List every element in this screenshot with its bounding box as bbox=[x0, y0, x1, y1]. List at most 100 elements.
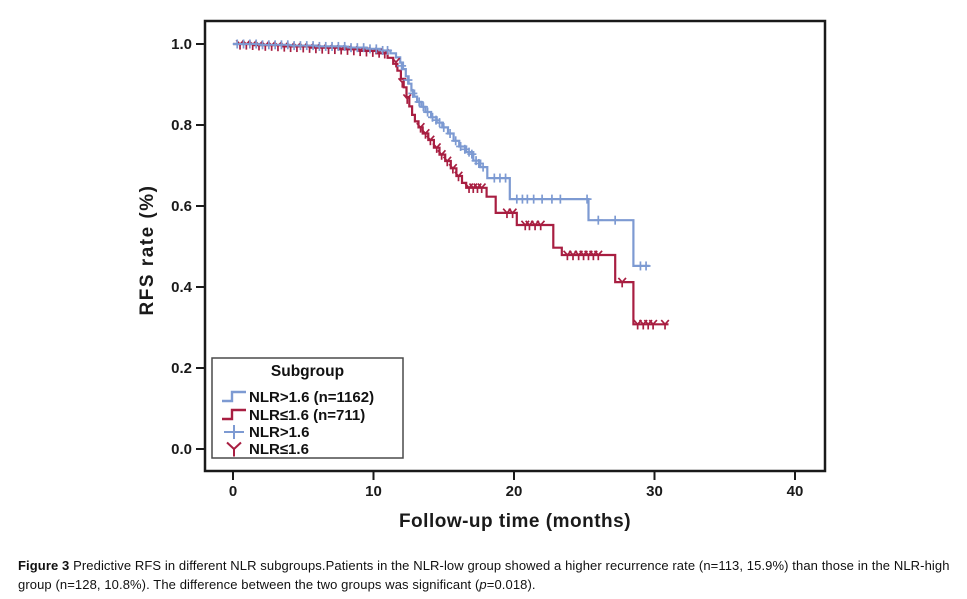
censor-mark bbox=[414, 97, 424, 107]
censor-tripod-icon bbox=[448, 163, 454, 169]
legend-plus-symbol-icon bbox=[224, 425, 244, 439]
censor-mark bbox=[340, 41, 350, 51]
censor-mark bbox=[454, 171, 463, 182]
censor-tripod-icon bbox=[421, 128, 427, 135]
censor-tripod-icon bbox=[441, 149, 447, 156]
legend-entry-label: NLR≤1.6 (n=711) bbox=[249, 407, 365, 424]
censor-tripod-icon bbox=[454, 171, 460, 177]
censor-tripod-icon bbox=[424, 128, 430, 135]
censor-mark bbox=[448, 163, 458, 174]
censor-tripod-icon bbox=[643, 319, 649, 325]
censor-tripod-icon bbox=[652, 319, 658, 325]
censor-mark bbox=[408, 88, 418, 98]
censor-tripod-icon bbox=[664, 319, 670, 325]
censor-tripod-icon bbox=[660, 319, 666, 325]
censor-tripod-icon bbox=[530, 220, 536, 226]
censor-mark bbox=[437, 149, 447, 160]
censor-mark bbox=[641, 261, 651, 271]
censor-mark bbox=[435, 118, 445, 128]
km-chart: 0.0 0.2 0.4 0.6 0.8 1.0 0 10 20 30 40 Subgroup NLR>… bbox=[137, 19, 827, 532]
censor-mark bbox=[536, 220, 546, 231]
censor-tripod-icon bbox=[638, 319, 644, 325]
censor-tripod-icon bbox=[446, 156, 452, 162]
x-tick-label: 40 bbox=[787, 483, 804, 500]
censor-mark bbox=[547, 194, 557, 204]
censor-tripod-icon bbox=[452, 163, 458, 169]
legend-entry-label: NLR>1.6 bbox=[249, 424, 309, 441]
censor-mark bbox=[555, 194, 565, 204]
censor-tripod-icon bbox=[536, 220, 542, 226]
legend-step-symbol-icon bbox=[222, 390, 246, 403]
censor-mark bbox=[445, 129, 455, 139]
caption-figure-label: Figure 3 bbox=[18, 558, 70, 573]
censor-tripod-icon bbox=[436, 142, 442, 149]
y-tick-label: 0.2 bbox=[171, 360, 192, 377]
censor-mark bbox=[508, 208, 518, 219]
censor-tripod-icon bbox=[437, 149, 443, 156]
y-tick-label: 0.6 bbox=[171, 198, 192, 215]
censor-mark bbox=[582, 194, 592, 204]
censor-tripod-icon bbox=[562, 250, 569, 256]
censor-mark bbox=[421, 128, 430, 139]
censor-mark bbox=[660, 319, 670, 330]
censor-tripod-icon bbox=[395, 57, 401, 63]
censor-tripod-icon bbox=[502, 208, 508, 214]
censor-tripod-icon bbox=[419, 122, 425, 129]
censor-tripod-icon bbox=[568, 250, 574, 256]
censor-mark bbox=[593, 250, 603, 261]
censor-tripod-icon bbox=[473, 183, 479, 189]
censor-tripod-icon bbox=[391, 57, 397, 63]
censor-mark bbox=[391, 57, 401, 68]
censor-tripod-icon bbox=[397, 77, 403, 84]
x-axis-title: Follow-up time (months) bbox=[399, 511, 631, 532]
censor-mark bbox=[477, 183, 487, 193]
censor-mark bbox=[371, 44, 381, 54]
caption-p-symbol: p bbox=[479, 577, 487, 592]
censor-mark bbox=[425, 135, 435, 146]
censor-tripod-icon bbox=[540, 220, 546, 226]
censor-tripod-icon bbox=[406, 93, 412, 100]
censor-tripod-icon bbox=[520, 220, 526, 226]
censor-tripod-icon bbox=[511, 208, 518, 214]
censor-tripod-icon bbox=[464, 183, 470, 189]
censor-tripod-icon bbox=[402, 93, 408, 100]
censor-mark bbox=[423, 107, 433, 117]
censor-tripod-icon bbox=[233, 441, 242, 450]
censor-mark bbox=[501, 173, 511, 183]
censor-mark bbox=[416, 122, 425, 133]
censor-mark bbox=[432, 142, 442, 153]
y-axis-title: RFS rate (%) bbox=[137, 185, 158, 316]
figure-caption: Figure 3 Predictive RFS in different NLR… bbox=[18, 556, 956, 594]
censor-tripod-icon bbox=[468, 183, 474, 189]
censor-tripod-icon bbox=[593, 250, 599, 256]
censor-mark bbox=[648, 319, 658, 330]
y-tick-label: 0.4 bbox=[171, 279, 193, 296]
censor-tripod-icon bbox=[584, 250, 590, 256]
censor-mark bbox=[467, 149, 477, 159]
censor-mark bbox=[537, 194, 547, 204]
censor-tripod-icon bbox=[457, 171, 463, 177]
censor-mark bbox=[593, 215, 603, 225]
censor-mark bbox=[439, 122, 449, 132]
censor-tripod-icon bbox=[525, 220, 531, 226]
censor-mark bbox=[418, 102, 428, 112]
legend-frame bbox=[211, 357, 404, 459]
legend-entry-label: NLR>1.6 (n=1162) bbox=[249, 389, 374, 406]
censor-tripod-icon bbox=[588, 250, 595, 256]
censor-tripod-icon bbox=[648, 319, 654, 325]
legend-tripod-symbol-icon bbox=[226, 441, 242, 457]
censor-tripod-icon bbox=[574, 250, 580, 256]
legend-step-symbol-icon bbox=[222, 408, 246, 421]
x-tick-label: 10 bbox=[365, 483, 382, 500]
censor-tripod-icon bbox=[477, 183, 483, 189]
y-tick-label: 0.0 bbox=[171, 441, 192, 458]
axes-layer: 0.0 0.2 0.4 0.6 0.8 1.0 0 10 20 30 40 bbox=[171, 36, 803, 500]
censor-mark bbox=[397, 61, 407, 71]
censor-tripod-icon bbox=[442, 156, 448, 162]
censor-tripod-icon bbox=[508, 208, 514, 214]
x-tick-label: 0 bbox=[229, 483, 237, 500]
censor-mark bbox=[610, 215, 620, 225]
censor-tripod-icon bbox=[481, 183, 487, 189]
